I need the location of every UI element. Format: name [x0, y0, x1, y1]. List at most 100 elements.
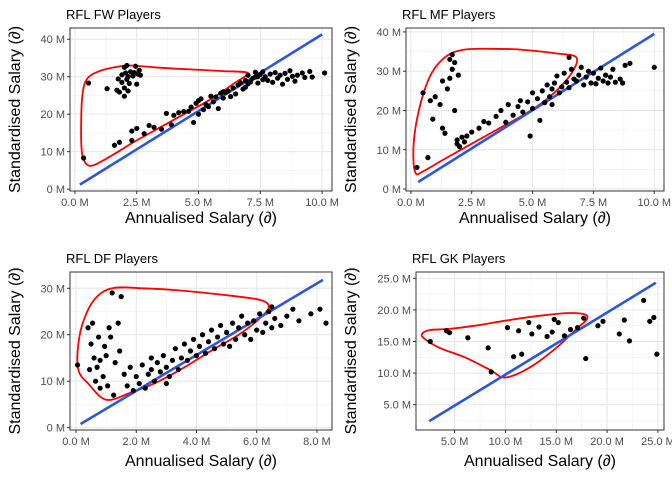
data-point — [132, 63, 139, 69]
data-point — [169, 357, 175, 363]
data-point — [171, 112, 177, 118]
data-point — [139, 362, 145, 368]
data-point — [526, 319, 532, 326]
data-point — [133, 373, 139, 380]
data-point — [516, 328, 522, 334]
data-point — [481, 118, 487, 125]
x-tick-label: 0.0 M — [61, 197, 89, 209]
x-axis-label: Annualised Salary (∂) — [125, 210, 277, 227]
data-point — [427, 338, 433, 345]
data-point — [549, 329, 555, 335]
data-point — [109, 290, 115, 296]
data-point — [158, 126, 165, 132]
data-point — [178, 355, 185, 361]
y-tick-label: 30 M — [41, 283, 65, 295]
data-point — [459, 134, 465, 140]
x-tick-label: 2.0 M — [122, 436, 150, 448]
data-point — [88, 341, 94, 347]
plot-data — [79, 33, 328, 186]
data-point — [622, 62, 628, 68]
data-point — [317, 306, 323, 312]
data-point — [196, 343, 203, 349]
panel-border — [415, 271, 665, 431]
x-tick-label: 4.0 M — [183, 436, 211, 448]
data-point — [602, 72, 609, 78]
data-point — [539, 88, 545, 94]
data-point — [447, 56, 453, 63]
data-point — [583, 355, 589, 362]
data-point — [432, 94, 438, 100]
y-axis-label: Standardised Salary (∂) — [343, 267, 360, 434]
data-point — [123, 70, 129, 76]
data-point — [323, 320, 329, 326]
data-point — [208, 93, 214, 99]
data-point — [486, 120, 492, 126]
data-point — [202, 350, 209, 356]
data-point — [125, 74, 131, 80]
data-point — [85, 325, 91, 331]
data-point — [269, 325, 275, 331]
data-point — [151, 124, 157, 130]
data-point — [104, 86, 110, 92]
salary-outline — [76, 286, 270, 401]
data-point — [163, 364, 169, 370]
data-point — [414, 164, 420, 171]
data-point — [578, 64, 584, 70]
data-point — [213, 94, 219, 100]
data-point — [498, 107, 504, 114]
data-point — [505, 101, 511, 108]
data-point — [94, 364, 100, 370]
data-point — [80, 155, 87, 161]
data-point — [449, 66, 455, 72]
data-point — [205, 339, 212, 345]
plot-data — [412, 32, 657, 184]
data-point — [121, 93, 127, 99]
data-point — [529, 105, 536, 112]
data-point — [181, 108, 187, 115]
data-point — [536, 324, 542, 330]
data-point — [223, 329, 230, 336]
data-point — [290, 306, 296, 312]
data-point — [476, 125, 482, 131]
y-tick-label: 10.0 M — [377, 368, 411, 380]
data-point — [452, 107, 458, 114]
data-point — [439, 125, 446, 131]
data-point — [549, 101, 555, 108]
data-point — [551, 80, 558, 86]
x-tick-label: 0.0 M — [397, 197, 425, 209]
y-tick-label: 20 M — [41, 330, 65, 342]
panel-title: RFL DF Players — [66, 251, 158, 266]
data-point — [227, 343, 233, 349]
data-point — [172, 346, 179, 352]
y-tick-label: 0 M — [47, 184, 65, 196]
y-axis-label: Standardised Salary (∂) — [343, 26, 360, 193]
data-point — [321, 70, 328, 76]
data-point — [510, 354, 517, 360]
data-point — [100, 373, 106, 380]
panel-fw: 0.0 M 2.5 M 5.0 M 7.5 M 10.0 M 0 M 10 M 20 M 30 … — [7, 7, 339, 227]
data-point — [97, 357, 103, 363]
data-point — [576, 72, 582, 78]
data-point — [148, 355, 154, 361]
data-point — [116, 139, 123, 145]
data-point — [600, 78, 606, 84]
data-point — [242, 332, 248, 338]
plot-data — [74, 278, 329, 426]
x-tick-label: 2.5 M — [123, 197, 151, 209]
data-point — [89, 320, 96, 326]
data-point — [446, 330, 453, 336]
plot-data — [420, 281, 660, 423]
data-point — [282, 70, 288, 76]
data-point — [108, 334, 114, 340]
data-point — [620, 80, 626, 86]
y-tick-label: 15.0 M — [377, 337, 411, 349]
data-point — [154, 360, 160, 366]
data-point — [542, 100, 548, 106]
data-point — [115, 76, 121, 82]
data-point — [566, 85, 572, 91]
data-point — [228, 93, 234, 100]
data-point — [561, 70, 567, 76]
panel-title: RFL FW Players — [66, 7, 161, 22]
data-point — [647, 318, 653, 324]
data-point — [233, 91, 239, 97]
